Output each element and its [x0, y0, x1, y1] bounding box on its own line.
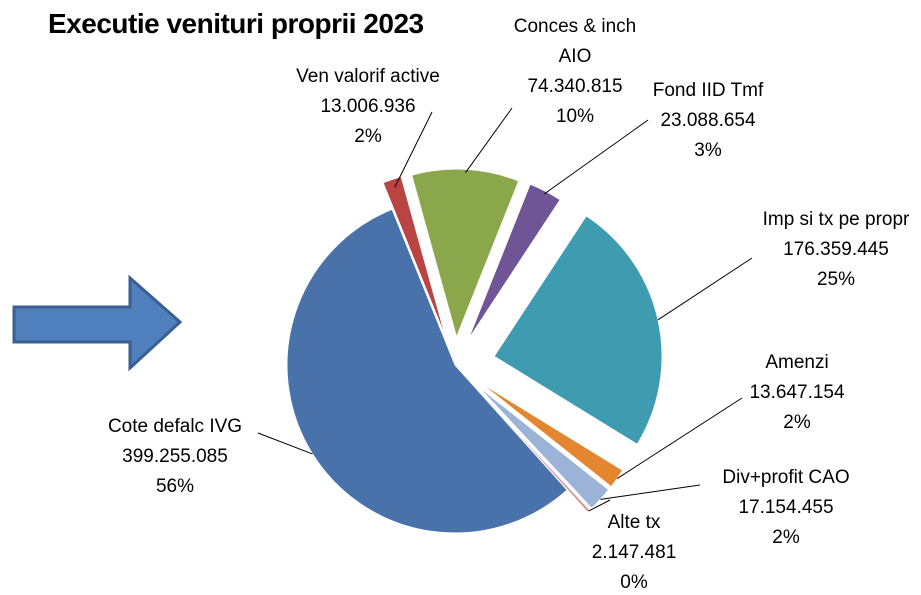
- value-label: 176.359.445: [783, 239, 889, 260]
- slice-name: Conces & inch AIO: [513, 16, 637, 67]
- data-label: Ven valorif active 13.006.936 2%: [278, 62, 458, 152]
- value-label: 13.006.936: [320, 96, 416, 117]
- data-label: Alte tx 2.147.481 0%: [574, 508, 694, 595]
- data-label: Cote defalc IVG 399.255.085 56%: [75, 412, 275, 502]
- data-label: Fond IID Tmf 23.088.654 3%: [618, 76, 798, 166]
- pie-slice: [467, 183, 561, 341]
- arrow: [12, 274, 183, 372]
- value-label: 13.647.154: [749, 382, 845, 403]
- slice-name: Amenzi: [765, 352, 829, 373]
- percent-label: 2%: [772, 527, 800, 548]
- leader-line: [616, 397, 743, 480]
- pie-slice: [382, 175, 447, 339]
- percent-label: 2%: [783, 412, 811, 433]
- percent-label: 25%: [816, 269, 856, 290]
- leader-line: [543, 119, 649, 195]
- value-label: 74.340.815: [527, 76, 623, 97]
- data-label: Amenzi 13.647.154 2%: [727, 348, 867, 438]
- chart-title: Executie venituri proprii 2023: [48, 8, 424, 39]
- leader-line: [600, 484, 701, 500]
- slice-name: Imp si tx pe propr: [762, 209, 910, 230]
- leader-line: [257, 432, 313, 455]
- leader-line: [465, 107, 513, 173]
- data-label: Conces & inch AIO 74.340.815 10%: [508, 12, 643, 132]
- pie-slice: [286, 208, 568, 534]
- leader-line: [394, 111, 433, 188]
- slice-name: Alte tx: [607, 512, 661, 533]
- slice-name: Fond IID Tmf: [652, 80, 764, 101]
- value-label: 17.154.455: [738, 497, 834, 518]
- value-label: 399.255.085: [122, 446, 228, 467]
- percent-label: 3%: [694, 140, 722, 161]
- percent-label: 10%: [555, 106, 595, 127]
- percent-label: 0%: [620, 572, 648, 593]
- slice-name: Div+profit CAO: [722, 467, 850, 488]
- slice-name: Cote defalc IVG: [107, 416, 243, 437]
- data-label: Div+profit CAO 17.154.455 2%: [706, 463, 866, 553]
- pie-slice: [411, 168, 520, 339]
- percent-label: 2%: [354, 126, 382, 147]
- value-label: 23.088.654: [660, 110, 756, 131]
- leader-line: [588, 499, 611, 512]
- value-label: 2.147.481: [591, 542, 677, 563]
- slice-name: Ven valorif active: [296, 66, 440, 87]
- percent-label: 56%: [155, 476, 195, 497]
- data-label: Imp si tx pe propr 176.359.445 25%: [750, 205, 921, 295]
- leader-line: [657, 257, 753, 321]
